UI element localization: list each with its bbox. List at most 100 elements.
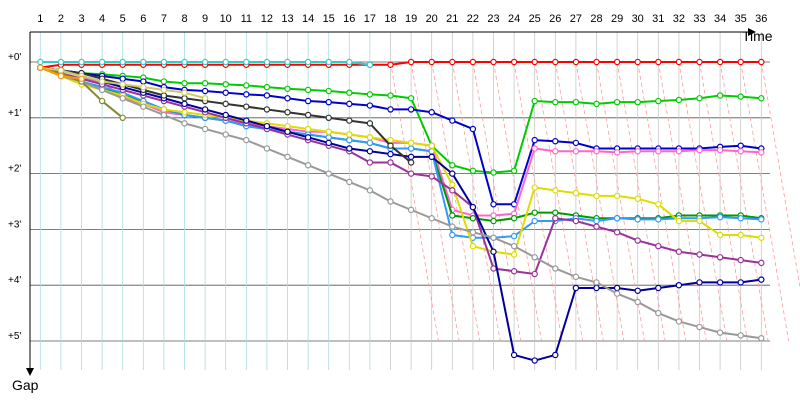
series-point xyxy=(572,189,580,197)
series-point xyxy=(737,93,744,100)
series-point xyxy=(140,103,147,110)
series-point xyxy=(366,91,374,98)
series-point xyxy=(407,170,415,177)
series-point xyxy=(222,111,229,119)
series-point xyxy=(263,106,271,113)
y-tick-label: +1' xyxy=(8,108,21,119)
y-axis-label: Gap xyxy=(12,377,39,393)
series-point xyxy=(181,95,188,102)
x-tick-label: 30 xyxy=(632,13,644,25)
x-axis-arrow xyxy=(748,28,756,36)
series-point xyxy=(181,80,188,87)
series-point xyxy=(407,206,415,214)
series-point xyxy=(325,139,332,147)
series-point xyxy=(78,75,85,82)
series-point xyxy=(181,89,188,96)
series-point xyxy=(387,61,394,68)
series-point xyxy=(366,134,374,141)
series-point xyxy=(407,153,415,161)
series-point xyxy=(716,329,724,336)
series-point xyxy=(634,58,641,66)
series-point xyxy=(449,162,456,169)
series-point xyxy=(201,58,209,66)
series-point xyxy=(284,122,291,130)
lap-guide xyxy=(575,61,625,342)
x-tick-labels: 1 2 3 4 5 6 7 8 9 10 11 12 13 14 15 16 17 18 19 20 21 22 23 24 2… xyxy=(37,13,767,25)
series-point xyxy=(531,209,538,216)
series-point xyxy=(655,201,662,208)
series-point xyxy=(634,148,641,155)
series-point xyxy=(510,268,518,275)
series-point xyxy=(304,97,312,105)
series-point xyxy=(655,97,662,105)
series-point xyxy=(160,86,168,94)
x-tick-label: 17 xyxy=(364,13,376,25)
series-point xyxy=(552,265,559,272)
series-line xyxy=(40,66,762,217)
x-tick-label: 35 xyxy=(735,13,747,25)
series-point xyxy=(490,234,497,241)
series-point xyxy=(758,58,765,66)
series-point xyxy=(366,187,374,194)
series-point xyxy=(366,139,374,147)
series-point xyxy=(407,106,415,113)
series-point xyxy=(469,242,477,250)
series-point xyxy=(407,139,415,147)
x-tick-label: 21 xyxy=(446,13,458,25)
series-point xyxy=(346,117,353,124)
series-point xyxy=(243,103,250,110)
series-point xyxy=(758,95,765,102)
series-point xyxy=(469,215,477,222)
x-tick-label: 4 xyxy=(99,13,105,25)
series-line xyxy=(40,66,762,276)
series-point xyxy=(243,91,250,98)
x-tick-label: 3 xyxy=(78,13,84,25)
series-point xyxy=(510,351,518,359)
x-tick-label: 16 xyxy=(343,13,355,25)
series-point xyxy=(160,111,168,119)
series-point xyxy=(634,98,641,106)
series-point xyxy=(98,58,106,66)
x-tick-label: 26 xyxy=(549,13,561,25)
series-point xyxy=(263,145,271,152)
series-point xyxy=(490,58,497,66)
lap-guide xyxy=(596,61,645,342)
series-point xyxy=(675,148,683,155)
series-point xyxy=(531,357,538,364)
series-point xyxy=(572,217,580,225)
series-point xyxy=(407,58,415,66)
series-point xyxy=(387,142,394,149)
series-point xyxy=(552,209,559,216)
series-point xyxy=(531,270,538,278)
series-point xyxy=(222,89,229,96)
series-point xyxy=(57,58,65,66)
series-point xyxy=(675,58,683,66)
series-point xyxy=(449,58,456,66)
series-line xyxy=(39,66,762,340)
series-5 xyxy=(37,64,765,225)
series-point xyxy=(531,58,538,66)
series-point xyxy=(716,279,724,286)
series-point xyxy=(593,223,600,230)
series-point xyxy=(37,64,44,71)
series-point xyxy=(222,81,229,88)
x-tick-label: 7 xyxy=(161,13,167,25)
series-point xyxy=(304,111,312,119)
series-point xyxy=(449,187,456,194)
lap-guide xyxy=(760,61,800,290)
lap-guide xyxy=(657,61,707,342)
series-point xyxy=(428,58,435,66)
series-point xyxy=(263,122,271,130)
series-point xyxy=(366,159,374,166)
series-point xyxy=(531,184,538,191)
series-point xyxy=(655,216,662,223)
series-point xyxy=(634,298,641,306)
x-tick-label: 1 xyxy=(37,13,43,25)
series-point xyxy=(613,290,621,297)
y-tick-label: +4' xyxy=(8,275,21,286)
series-point xyxy=(758,276,765,283)
series-point xyxy=(552,215,559,222)
x-tick-label: 31 xyxy=(652,13,664,25)
series-point xyxy=(78,58,85,66)
series-point xyxy=(469,125,477,133)
